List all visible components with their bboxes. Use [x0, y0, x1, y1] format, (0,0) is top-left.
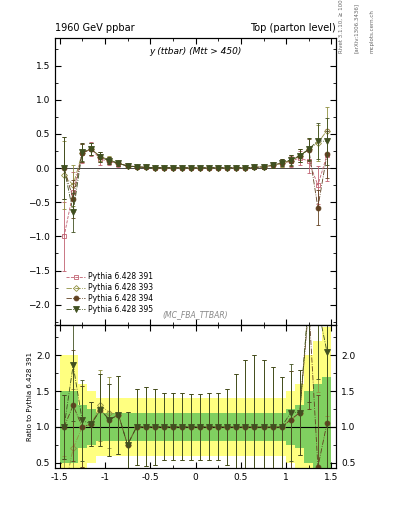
Text: [arXiv:1306.3436]: [arXiv:1306.3436]	[354, 3, 359, 53]
Y-axis label: Ratio to Pythia 6.428 391: Ratio to Pythia 6.428 391	[27, 352, 33, 441]
Text: Rivet 3.1.10, ≥ 100k events: Rivet 3.1.10, ≥ 100k events	[339, 0, 344, 53]
Text: Top (parton level): Top (parton level)	[250, 23, 336, 33]
Legend: Pythia 6.428 391, Pythia 6.428 393, Pythia 6.428 394, Pythia 6.428 395: Pythia 6.428 391, Pythia 6.428 393, Pyth…	[64, 271, 155, 315]
Text: y (ttbar) (Mtt > 450): y (ttbar) (Mtt > 450)	[149, 47, 242, 56]
Text: (MC_FBA_TTBAR): (MC_FBA_TTBAR)	[163, 310, 228, 319]
Text: 1960 GeV ppbar: 1960 GeV ppbar	[55, 23, 135, 33]
Text: mcplots.cern.ch: mcplots.cern.ch	[370, 9, 375, 53]
